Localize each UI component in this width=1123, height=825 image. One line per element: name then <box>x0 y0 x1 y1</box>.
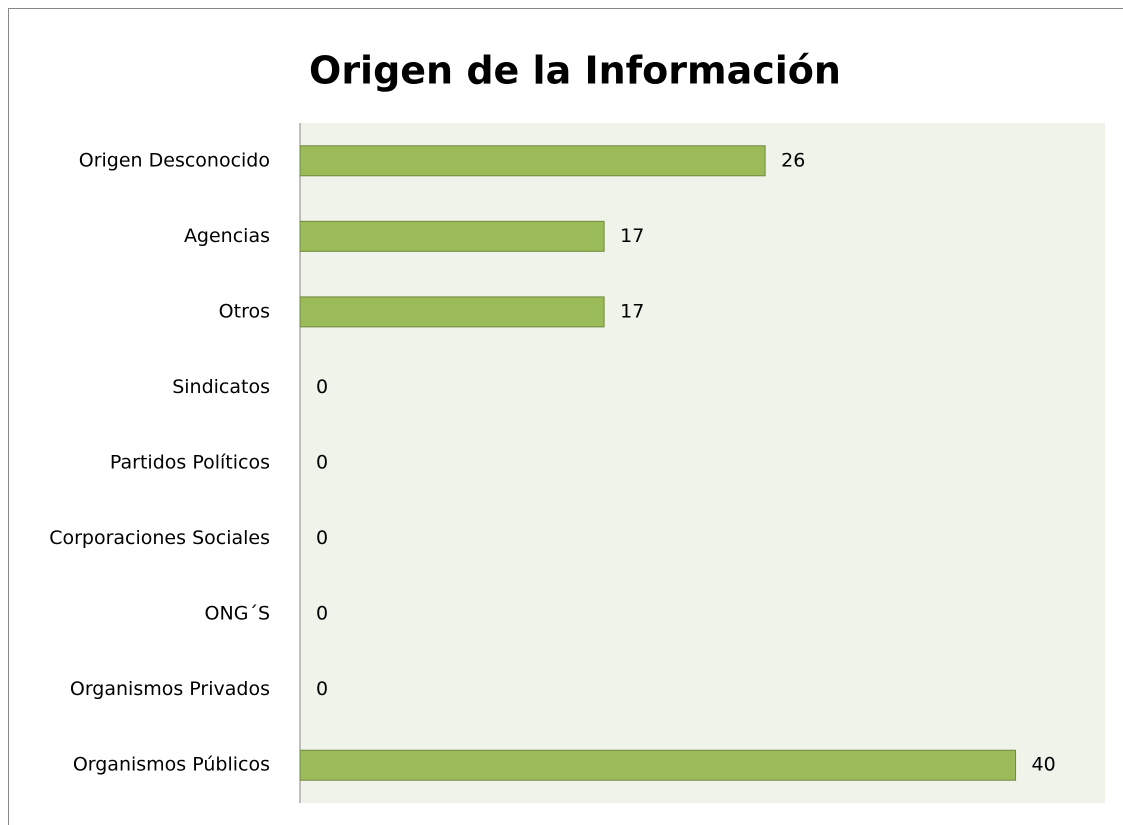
data-label: 0 <box>316 678 328 700</box>
data-label: 17 <box>620 300 644 322</box>
data-label: 17 <box>620 225 644 247</box>
data-label: 0 <box>316 376 328 398</box>
y-tick-label: ONG´S <box>205 603 270 625</box>
y-tick-label: Origen Desconocido <box>79 149 270 171</box>
chart-title: Origen de la Información <box>309 49 841 93</box>
y-tick-label: Otros <box>219 300 270 322</box>
y-tick-label: Corporaciones Sociales <box>49 527 270 549</box>
data-label: 0 <box>316 603 328 625</box>
data-label: 40 <box>1032 754 1056 776</box>
chart-border <box>8 8 1123 825</box>
y-tick-label: Agencias <box>184 225 270 247</box>
bar <box>299 749 1017 781</box>
y-tick-label: Sindicatos <box>172 376 270 398</box>
bar <box>299 145 766 177</box>
y-tick-label: Organismos Privados <box>70 678 270 700</box>
y-tick-label: Partidos Políticos <box>110 452 270 474</box>
bar <box>299 296 605 328</box>
data-label: 0 <box>316 527 328 549</box>
bar <box>299 220 605 252</box>
data-label: 26 <box>781 149 805 171</box>
y-tick-label: Organismos Públicos <box>73 754 270 776</box>
data-label: 0 <box>316 452 328 474</box>
